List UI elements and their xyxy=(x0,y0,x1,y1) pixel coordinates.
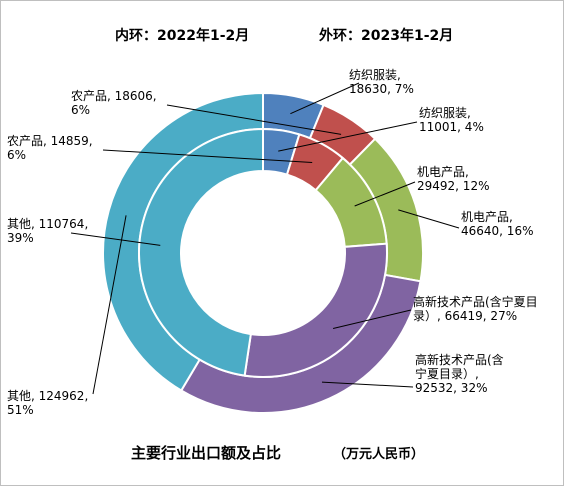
inner-leader-line-mech xyxy=(354,181,416,207)
chart-title: 主要行业出口额及占比 xyxy=(131,444,281,462)
inner-leader-line-hitech xyxy=(332,309,412,329)
inner-data-label-other: 39% xyxy=(7,231,34,245)
inner-leader-line-agri xyxy=(102,149,313,164)
inner-ring-caption: 内环：2022年1-2月 xyxy=(115,27,249,44)
inner-data-label-mech: 29492, 12% xyxy=(417,179,489,193)
outer-data-label-textile: 纺织服装, xyxy=(349,68,401,82)
outer-leader-line-other xyxy=(92,215,127,395)
inner-data-label-other: 其他, 110764, xyxy=(7,217,88,231)
outer-data-label-hitech: 高新技术产品(含 xyxy=(415,352,504,367)
outer-data-label-other: 其他, 124962, xyxy=(7,389,88,403)
outer-leader-line-hitech xyxy=(321,381,414,388)
label-layer: 纺织服装,18630, 7%农产品, 18606,6%机电产品,46640, 1… xyxy=(7,68,538,417)
outer-data-label-hitech: 92532, 32% xyxy=(415,381,487,395)
slice-layer xyxy=(102,91,424,414)
outer-data-label-mech: 机电产品, xyxy=(461,210,513,224)
inner-data-label-agri: 农产品, 14859, xyxy=(7,134,93,148)
outer-ring-caption: 外环：2023年1-2月 xyxy=(319,27,453,44)
inner-data-label-mech: 机电产品, xyxy=(417,165,469,179)
inner-data-label-agri: 6% xyxy=(7,148,26,162)
inner-data-label-hitech: 录）, 66419, 27% xyxy=(413,309,517,323)
outer-leader-line-textile xyxy=(290,82,360,115)
outer-data-label-agri: 农产品, 18606, xyxy=(71,89,157,103)
outer-data-label-textile: 18630, 7% xyxy=(349,82,414,96)
inner-leader-line-textile xyxy=(278,121,418,152)
inner-data-label-textile: 11001, 4% xyxy=(419,120,484,134)
inner-data-label-hitech: 高新技术产品(含宁夏目 xyxy=(413,294,538,309)
inner-data-label-textile: 纺织服装, xyxy=(419,106,471,120)
inner-leader-line-other xyxy=(70,232,161,246)
inner-ring-slice-other xyxy=(138,127,264,377)
outer-data-label-agri: 6% xyxy=(71,103,90,117)
outer-data-label-hitech: 宁夏目录）, xyxy=(415,366,479,381)
outer-leader-line-mech xyxy=(398,209,460,229)
outer-leader-line-agri xyxy=(166,104,342,135)
outer-data-label-other: 51% xyxy=(7,403,34,417)
outer-data-label-mech: 46640, 16% xyxy=(461,224,533,238)
leader-line-layer xyxy=(70,82,460,395)
unit-note: （万元人民币） xyxy=(333,446,424,462)
